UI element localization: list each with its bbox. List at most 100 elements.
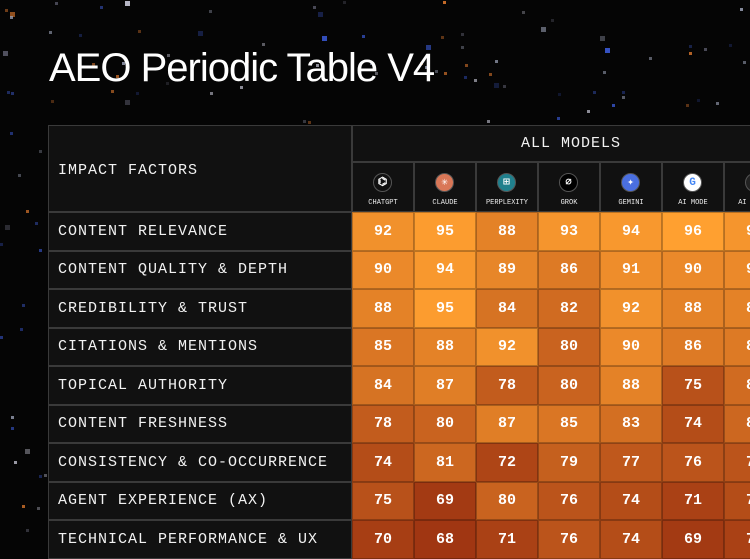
score-cell: 80 [476,481,538,520]
star [558,93,561,96]
star [697,99,700,102]
star [138,30,141,33]
score-cell: 83 [600,404,662,443]
star [51,100,54,103]
star [603,71,606,74]
score-cell: 76 [662,443,724,482]
star [303,120,306,123]
score-cell: 76 [538,481,600,520]
model-name: GEMINI [618,199,644,207]
score-cell: 71 [476,520,538,559]
star [522,11,525,14]
star [20,328,23,331]
model-name: AI MODE [678,199,708,207]
star [167,54,170,57]
factor-label: AGENT EXPERIENCE (AX) [48,481,352,520]
star [111,90,114,93]
factor-label: CREDIBILITY & TRUST [48,289,352,328]
score-cell: 76 [538,520,600,559]
score-cell: 95 [414,289,476,328]
score-cell: 94 [600,212,662,251]
model-icon: ✳ [435,173,454,192]
score-cell: 88 [352,289,414,328]
score-cell: 92 [352,212,414,251]
score-cell: 91 [600,250,662,289]
star [308,121,311,124]
star [441,36,444,39]
star [44,474,47,477]
star [343,1,346,4]
star [14,461,17,464]
star [426,45,431,50]
score-cell: 88 [476,212,538,251]
score-cell: 89 [476,250,538,289]
star [322,36,327,41]
star [11,416,14,419]
star [503,85,506,88]
score-cell: 87 [414,366,476,405]
score-cell: 80 [538,327,600,366]
star [362,35,365,38]
star [605,48,610,53]
star [593,91,596,94]
star [318,12,323,17]
star [487,120,490,123]
star [435,70,438,73]
score-cell: 75 [662,366,724,405]
star [686,104,689,107]
star [689,52,692,55]
star [729,44,732,47]
star [198,31,203,36]
star [5,225,10,230]
score-cell: 86 [724,327,750,366]
star [210,92,213,95]
score-cell: 77 [600,443,662,482]
star [541,27,546,32]
star [689,45,692,48]
factor-label: CONTENT FRESHNESS [48,404,352,443]
star [55,2,58,5]
score-cell: 74 [600,520,662,559]
model-name: CLAUDE [432,199,458,207]
model-name: CHATGPT [368,199,398,207]
score-cell: 74 [662,404,724,443]
score-cell: 69 [662,520,724,559]
star [166,82,169,85]
score-cell: 69 [414,481,476,520]
score-cell: 94 [414,250,476,289]
page-title: AEO Periodic Table V4 [49,46,435,90]
star [125,100,130,105]
star [5,9,8,12]
score-cell: 78 [476,366,538,405]
star [443,1,446,4]
star [743,61,746,64]
group-header: ALL MODELS [352,125,750,162]
star [494,83,499,88]
star [35,222,38,225]
star [22,505,25,508]
factor-label: TECHNICAL PERFORMANCE & UX [48,520,352,559]
star [465,64,468,67]
score-cell: 90 [662,250,724,289]
score-cell: 80 [538,366,600,405]
star [7,91,10,94]
star [125,1,130,6]
star [22,304,25,307]
star [622,91,625,94]
star [240,86,243,89]
score-cell: 88 [662,289,724,328]
star [551,19,554,22]
star [79,34,82,37]
star [37,507,40,510]
star [313,6,316,9]
star [100,6,103,9]
score-cell: 74 [352,443,414,482]
model-name: AI SCORE [738,199,750,207]
star [10,132,13,135]
star [704,48,707,51]
star [557,117,560,120]
score-cell: 79 [538,443,600,482]
star [3,51,8,56]
star [11,427,14,430]
score-cell: 88 [600,366,662,405]
